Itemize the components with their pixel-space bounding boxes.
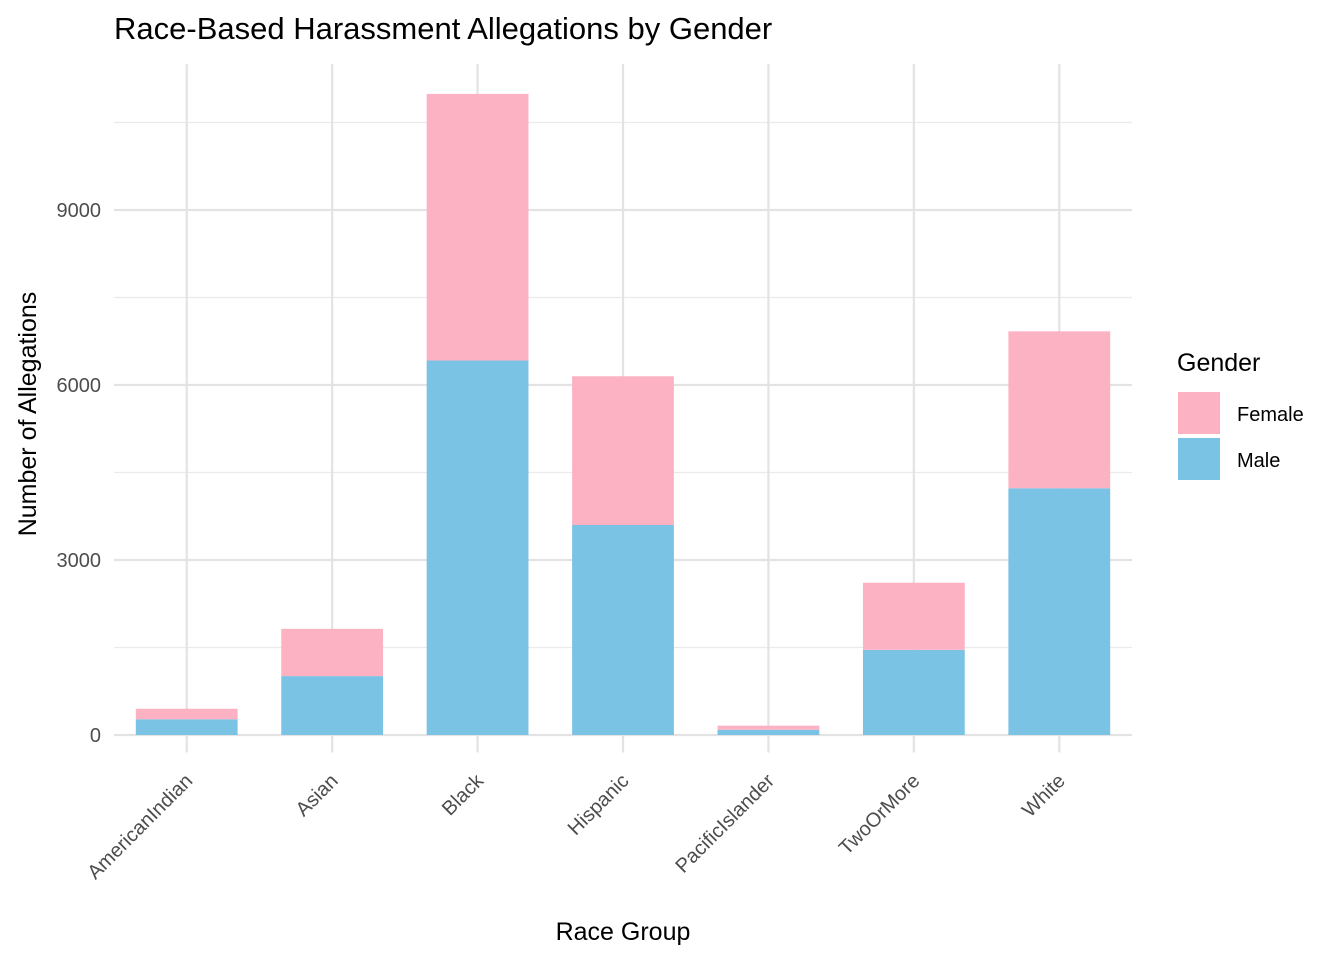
bar-Black-female: [426, 93, 529, 361]
x-tick-label: PacificIslander: [671, 770, 779, 878]
x-tick-label: Asian: [292, 770, 343, 821]
y-tick-label: 3000: [57, 550, 102, 572]
bar-Asian-male: [281, 676, 384, 735]
legend-entries: Female Male: [1178, 392, 1304, 480]
bar-PacificIslander-male: [717, 729, 820, 735]
x-tick-label: Black: [438, 769, 489, 820]
legend-swatch-male: [1178, 438, 1220, 480]
bar-Hispanic-male: [572, 525, 674, 735]
y-axis-ticks: 0 3000 6000 9000: [57, 200, 102, 747]
y-tick-label: 6000: [57, 375, 102, 397]
legend-swatch-female: [1178, 392, 1220, 434]
bar-TwoOrMore-female: [862, 582, 965, 650]
x-tick-label: Hispanic: [564, 770, 634, 840]
x-axis-ticks: AmericanIndian Asian Black Hispanic PacificI…: [83, 769, 1069, 884]
legend-title: Gender: [1177, 349, 1260, 377]
legend-label-male: Male: [1237, 450, 1280, 472]
bar-White-female: [1008, 331, 1111, 489]
legend-label-female: Female: [1237, 404, 1304, 426]
x-tick-label: White: [1018, 770, 1070, 822]
bars: [135, 93, 1111, 735]
x-tick-label: TwoOrMore: [835, 770, 924, 859]
bar-AmericanIndian-male: [135, 719, 238, 735]
y-axis-title: Number of Allegations: [14, 292, 42, 537]
bar-PacificIslander-female: [717, 725, 820, 730]
chart-title: Race-Based Harassment Allegations by Gen…: [114, 11, 772, 46]
bar-White-male: [1008, 488, 1111, 735]
bar-Hispanic-female: [572, 376, 674, 525]
bar-Asian-female: [281, 628, 384, 677]
x-axis-title: Race Group: [556, 918, 691, 946]
bar-Black-male: [426, 360, 529, 735]
legend: Gender Female Male: [1177, 349, 1304, 480]
bar-TwoOrMore-male: [862, 649, 965, 735]
y-tick-label: 9000: [57, 200, 102, 222]
y-tick-label: 0: [90, 725, 101, 747]
x-tick-label: AmericanIndian: [83, 770, 197, 884]
bar-AmericanIndian-female: [135, 708, 238, 720]
